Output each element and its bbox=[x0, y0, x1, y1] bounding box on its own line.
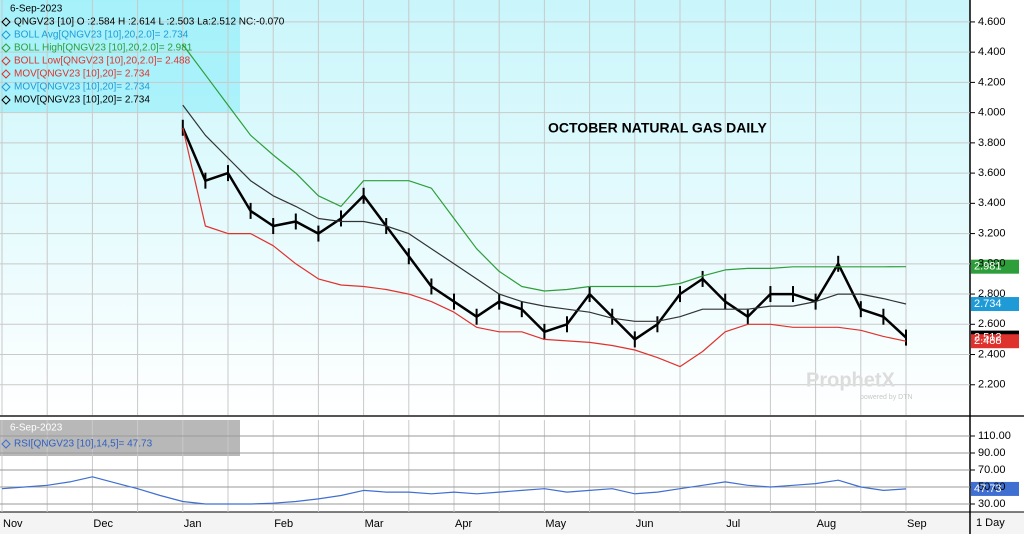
legend-entry: QNGV23 [10] O :2.584 H :2.614 L :2.503 L… bbox=[14, 17, 285, 28]
legend-entry: MOV[QNGV23 [10],20]= 2.734 bbox=[14, 82, 150, 93]
x-tick-label: Nov bbox=[3, 518, 23, 530]
last-value-label: 2.488 bbox=[974, 335, 1002, 347]
date-label: 6-Sep-2023 bbox=[10, 4, 63, 15]
watermark-sub: powered by DTN bbox=[860, 394, 913, 401]
legend-icon bbox=[1, 30, 11, 40]
y-tick-label: 2.800 bbox=[978, 288, 1006, 300]
series-line bbox=[182, 44, 907, 292]
legend-entry: RSI[QNGV23 [10],14,5]= 47.73 bbox=[14, 439, 153, 450]
x-tick-label: May bbox=[545, 518, 566, 530]
last-value-box bbox=[971, 334, 1019, 349]
legend-icon bbox=[1, 17, 11, 27]
legend-icon bbox=[1, 43, 11, 53]
last-value-label: 47.73 bbox=[974, 483, 1002, 495]
y-tick-label: 30.00 bbox=[978, 498, 1006, 510]
rsi-date-label: 6-Sep-2023 bbox=[10, 423, 63, 434]
y-tick-label: 110.00 bbox=[978, 430, 1011, 442]
labels: Nov Dec Jan Feb Mar Apr May Jun Jul Aug Sep 2.200 2.… bbox=[1, 16, 1011, 530]
y-tick-label: 4.000 bbox=[978, 107, 1006, 119]
last-value-label: 2.734 bbox=[974, 298, 1002, 310]
data bbox=[1, 44, 1019, 505]
legend-icon bbox=[1, 82, 11, 92]
last-value-box bbox=[971, 259, 1019, 274]
y-tick-label: 2.400 bbox=[978, 348, 1006, 360]
y-tick-label: 4.400 bbox=[978, 46, 1006, 58]
legend-entry: BOLL Low[QNGV23 [10],20,2.0]= 2.488 bbox=[14, 56, 191, 67]
x-tick-label: Feb bbox=[274, 518, 293, 530]
legend-entry: MOV[QNGV23 [10],20]= 2.734 bbox=[14, 95, 150, 106]
legend-icon bbox=[1, 439, 11, 449]
series-line bbox=[182, 104, 907, 322]
y-tick-label: 4.200 bbox=[978, 76, 1006, 88]
last-value-label: 2.512 bbox=[974, 332, 1002, 344]
x-tick-label: Mar bbox=[365, 518, 384, 530]
last-value-label: 2.981 bbox=[974, 261, 1002, 273]
x-tick-label: Jul bbox=[726, 518, 740, 530]
y-tick-label: 3.600 bbox=[978, 167, 1006, 179]
series-line bbox=[1, 476, 907, 505]
y-tick-label: 3.400 bbox=[978, 197, 1006, 209]
series-line bbox=[182, 127, 907, 368]
interval-label: 1 Day bbox=[976, 517, 1005, 529]
last-value-box bbox=[971, 297, 1019, 312]
y-tick-label: 3.000 bbox=[978, 258, 1006, 270]
y-tick-label: 3.200 bbox=[978, 227, 1006, 239]
x-axis-band bbox=[0, 512, 1024, 534]
y-tick-label: 2.200 bbox=[978, 379, 1006, 391]
legend-icon bbox=[1, 56, 11, 66]
y-tick-label: 2.600 bbox=[978, 318, 1006, 330]
y-tick-label: 70.00 bbox=[978, 464, 1006, 476]
y-tick-label: 90.00 bbox=[978, 447, 1006, 459]
legend-entry: BOLL Avg[QNGV23 [10],20,2.0]= 2.734 bbox=[14, 30, 189, 41]
x-tick-label: Jan bbox=[184, 518, 202, 530]
grid bbox=[0, 0, 975, 512]
legend-icon bbox=[1, 95, 11, 105]
legend-icon bbox=[1, 69, 11, 79]
y-tick-label: 3.800 bbox=[978, 137, 1006, 149]
y-tick-label: 4.600 bbox=[978, 16, 1006, 28]
x-tick-label: Apr bbox=[455, 518, 472, 530]
watermark: ProphetX bbox=[806, 369, 896, 391]
last-value-box bbox=[971, 481, 1019, 496]
legend-box bbox=[0, 0, 240, 112]
x-tick-label: Dec bbox=[93, 518, 113, 530]
legend-entry: MOV[QNGV23 [10],20]= 2.734 bbox=[14, 69, 150, 80]
x-tick-label: Jun bbox=[636, 518, 654, 530]
x-tick-label: Aug bbox=[817, 518, 837, 530]
legend-entry: BOLL High[QNGV23 [10],20,2.0]= 2.981 bbox=[14, 43, 193, 54]
y-tick-label: 50.00 bbox=[978, 481, 1006, 493]
rsi-legend-box bbox=[0, 420, 240, 456]
x-tick-label: Sep bbox=[907, 518, 927, 530]
chart-title: OCTOBER NATURAL GAS DAILY bbox=[548, 120, 767, 136]
